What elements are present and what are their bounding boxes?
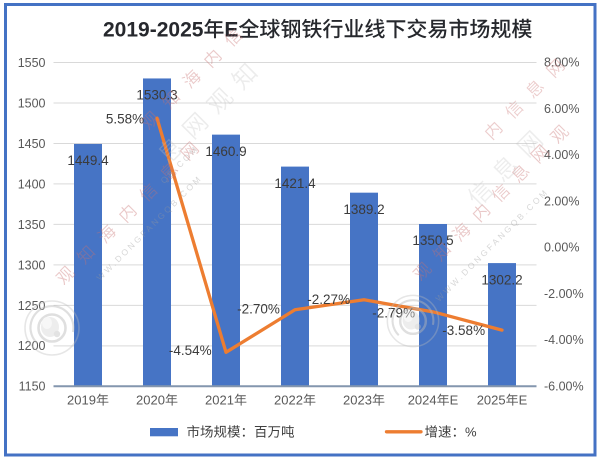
svg-text:2.00%: 2.00% bbox=[544, 194, 579, 208]
svg-text:2025: 2025 bbox=[477, 393, 506, 408]
svg-text:%: % bbox=[465, 425, 477, 440]
svg-text:1350.5: 1350.5 bbox=[412, 233, 453, 248]
svg-text:1250: 1250 bbox=[18, 299, 46, 313]
svg-text:1350: 1350 bbox=[18, 218, 46, 232]
svg-text:-6.00%: -6.00% bbox=[544, 380, 584, 394]
svg-text:6.00%: 6.00% bbox=[544, 102, 579, 116]
svg-text:1150: 1150 bbox=[19, 380, 46, 394]
svg-text:1500: 1500 bbox=[18, 96, 46, 110]
svg-text:-2.27%: -2.27% bbox=[307, 292, 350, 307]
svg-text:1421.4: 1421.4 bbox=[274, 176, 316, 191]
svg-text:-4.00%: -4.00% bbox=[544, 333, 584, 347]
svg-text:5.58%: 5.58% bbox=[106, 112, 144, 127]
svg-text:-3.58%: -3.58% bbox=[442, 323, 485, 338]
svg-text:1450: 1450 bbox=[18, 137, 46, 151]
svg-text:2023: 2023 bbox=[343, 393, 372, 408]
svg-text:2019: 2019 bbox=[67, 393, 96, 408]
svg-text:1530.3: 1530.3 bbox=[136, 88, 177, 103]
svg-text:2021: 2021 bbox=[205, 393, 234, 408]
svg-text:1449.4: 1449.4 bbox=[67, 153, 109, 168]
svg-text:2020: 2020 bbox=[136, 393, 165, 408]
svg-text:1302.2: 1302.2 bbox=[481, 272, 522, 287]
svg-text:4.00%: 4.00% bbox=[544, 148, 579, 162]
svg-text:-2.70%: -2.70% bbox=[237, 302, 280, 317]
svg-text:1400: 1400 bbox=[18, 177, 46, 191]
svg-text:-4.54%: -4.54% bbox=[169, 343, 212, 358]
svg-text:1550: 1550 bbox=[18, 56, 46, 70]
svg-text:2019-2025: 2019-2025 bbox=[103, 19, 204, 42]
svg-text:8.00%: 8.00% bbox=[544, 56, 579, 70]
svg-text:2022: 2022 bbox=[274, 393, 303, 408]
svg-text:2024: 2024 bbox=[408, 393, 437, 408]
svg-text:1460.9: 1460.9 bbox=[205, 144, 246, 159]
svg-text:-2.79%: -2.79% bbox=[372, 306, 415, 321]
svg-text:-2.00%: -2.00% bbox=[544, 287, 584, 301]
svg-text:1200: 1200 bbox=[18, 339, 46, 353]
svg-text:E: E bbox=[519, 393, 528, 408]
svg-text:0.00%: 0.00% bbox=[544, 241, 579, 255]
svg-text:1389.2: 1389.2 bbox=[343, 202, 384, 217]
svg-text:E: E bbox=[450, 393, 459, 408]
svg-text:1300: 1300 bbox=[18, 258, 46, 272]
